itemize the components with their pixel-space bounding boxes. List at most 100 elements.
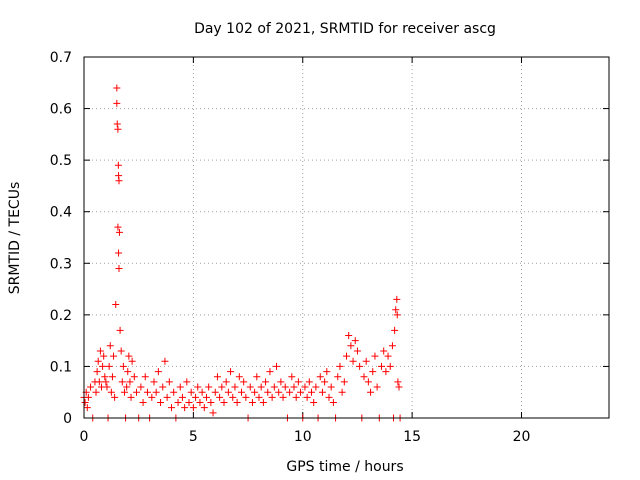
- data-point: [262, 378, 270, 386]
- data-point: [336, 362, 344, 370]
- data-point: [325, 393, 333, 401]
- data-point: [246, 383, 254, 391]
- data-point: [290, 383, 298, 391]
- plot-frame: [83, 56, 610, 419]
- x-tick-label: 15: [403, 429, 421, 445]
- data-point: [115, 264, 123, 272]
- data-point: [392, 306, 400, 314]
- y-tick-label: 0.5: [50, 153, 72, 169]
- data-point: [124, 368, 132, 376]
- data-point: [99, 362, 107, 370]
- data-point: [115, 228, 123, 236]
- data-point: [353, 347, 361, 355]
- data-point: [112, 301, 120, 309]
- y-tick-label: 0.4: [50, 205, 72, 221]
- data-point: [114, 223, 122, 231]
- data-point: [81, 399, 89, 407]
- data-point: [329, 399, 337, 407]
- y-tick-label: 0.1: [50, 359, 72, 375]
- data-point: [205, 383, 213, 391]
- data-point: [380, 347, 388, 355]
- data-points: [80, 84, 404, 422]
- data-point: [107, 388, 115, 396]
- data-point: [356, 362, 364, 370]
- data-point: [338, 388, 346, 396]
- data-point: [360, 373, 368, 381]
- data-point: [148, 393, 156, 401]
- data-point: [101, 373, 109, 381]
- data-point: [266, 368, 274, 376]
- data-point: [364, 378, 372, 386]
- data-point: [117, 347, 125, 355]
- data-point: [316, 373, 324, 381]
- y-tick-label: 0.2: [50, 308, 72, 324]
- data-point: [128, 357, 136, 365]
- data-point: [185, 399, 193, 407]
- data-point: [93, 368, 101, 376]
- data-point: [137, 383, 145, 391]
- data-point: [161, 357, 169, 365]
- chart-title: Day 102 of 2021, SRMTID for receiver asc…: [194, 21, 496, 37]
- data-point: [253, 373, 261, 381]
- data-point: [133, 388, 140, 396]
- data-point: [115, 249, 123, 257]
- data-point: [220, 399, 228, 407]
- data-point: [343, 352, 350, 360]
- data-point: [382, 368, 390, 376]
- data-point: [373, 383, 381, 391]
- data-point: [181, 404, 189, 412]
- data-point: [120, 388, 128, 396]
- data-point: [159, 383, 167, 391]
- data-point: [95, 378, 103, 386]
- data-point: [118, 378, 126, 386]
- data-point: [297, 388, 305, 396]
- data-point: [229, 393, 237, 401]
- data-point: [386, 362, 394, 370]
- data-point: [163, 393, 171, 401]
- data-point: [367, 388, 375, 396]
- data-point: [114, 125, 122, 133]
- x-axis-label: GPS time / hours: [286, 459, 403, 475]
- data-point: [292, 393, 300, 401]
- data-point: [105, 362, 113, 370]
- data-point: [187, 388, 195, 396]
- data-point: [139, 399, 147, 407]
- data-point: [154, 368, 162, 376]
- data-point: [281, 383, 289, 391]
- data-point: [209, 409, 217, 417]
- data-point: [347, 342, 355, 350]
- data-point: [168, 404, 175, 412]
- data-point: [106, 342, 114, 350]
- y-axis-label: SRMTID / TECUs: [7, 182, 23, 295]
- data-point: [384, 352, 392, 360]
- data-point: [224, 388, 232, 396]
- data-point: [115, 177, 123, 185]
- data-point: [216, 393, 224, 401]
- data-point: [242, 393, 250, 401]
- data-point: [125, 352, 133, 360]
- data-point: [340, 378, 348, 386]
- data-point: [222, 378, 230, 386]
- data-point: [240, 378, 248, 386]
- data-point: [388, 342, 396, 350]
- data-point: [395, 383, 403, 391]
- data-point: [235, 373, 243, 381]
- data-point: [141, 373, 149, 381]
- data-point: [312, 383, 320, 391]
- data-point: [327, 383, 335, 391]
- data-point: [321, 378, 329, 386]
- data-point: [393, 311, 401, 319]
- data-point: [305, 378, 313, 386]
- data-point: [143, 388, 151, 396]
- data-point: [362, 357, 370, 365]
- data-point: [207, 399, 215, 407]
- data-point: [378, 362, 385, 370]
- data-point: [113, 84, 121, 92]
- data-point: [114, 161, 122, 169]
- data-point: [102, 378, 110, 386]
- data-point: [318, 388, 326, 396]
- data-point: [275, 388, 283, 396]
- data-point: [218, 383, 226, 391]
- data-point: [227, 368, 235, 376]
